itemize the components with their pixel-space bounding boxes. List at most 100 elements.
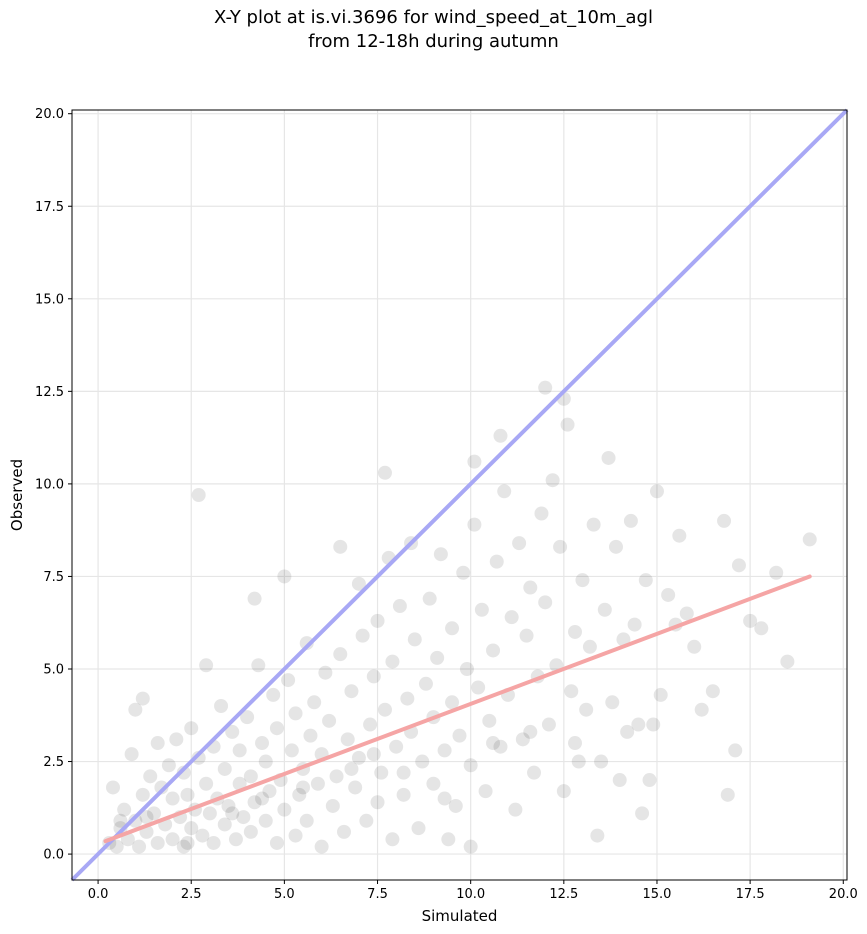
data-point (299, 636, 314, 651)
data-points (102, 380, 817, 854)
data-point (437, 743, 452, 758)
data-point (202, 806, 217, 821)
data-point (124, 747, 139, 762)
y-tick-label: 2.5 (43, 755, 64, 770)
data-point (705, 684, 720, 699)
data-point (303, 728, 318, 743)
data-point (463, 758, 478, 773)
data-point (586, 517, 601, 532)
data-point (523, 724, 538, 739)
x-tick-label: 7.5 (367, 887, 388, 902)
data-point (579, 702, 594, 717)
data-point (333, 539, 348, 554)
data-point (176, 839, 191, 854)
data-point (731, 558, 746, 573)
data-point (445, 621, 460, 636)
data-point (243, 824, 258, 839)
data-point (672, 528, 687, 543)
data-point (497, 484, 512, 499)
data-point (553, 539, 568, 554)
data-point (482, 713, 497, 728)
data-point (243, 769, 258, 784)
data-point (411, 821, 426, 836)
y-tick-label: 12.5 (35, 385, 64, 400)
x-tick-label: 20.0 (829, 887, 858, 902)
chart-title-line-2: from 12-18h during autumn (308, 31, 559, 52)
data-point (228, 832, 243, 847)
data-point (538, 380, 553, 395)
data-point (262, 784, 277, 799)
data-point (568, 624, 583, 639)
data-point (720, 787, 735, 802)
data-point (269, 721, 284, 736)
data-point (560, 417, 575, 432)
data-point (139, 810, 154, 825)
data-point (269, 835, 284, 850)
data-point (370, 795, 385, 810)
data-point (150, 736, 165, 751)
data-point (590, 828, 605, 843)
data-point (515, 732, 530, 747)
data-point (486, 643, 501, 658)
reference-lines (70, 108, 849, 882)
y-tick-label: 5.0 (43, 662, 64, 677)
data-point (523, 580, 538, 595)
data-point (571, 754, 586, 769)
data-point (363, 717, 378, 732)
x-axis: 0.0 2.5 5.0 7.5 10.0 12.5 15.0 17.5 20.0 (88, 880, 858, 902)
chart-title: X-Y plot at is.vi.3696 for wind_speed_at… (0, 6, 867, 54)
data-point (184, 721, 199, 736)
data-point (467, 454, 482, 469)
data-point (717, 513, 732, 528)
grid (72, 110, 847, 880)
data-point (318, 665, 333, 680)
data-point (180, 835, 195, 850)
data-point (504, 610, 519, 625)
data-point (325, 798, 340, 813)
data-point (113, 821, 128, 836)
data-point (377, 465, 392, 480)
data-point (780, 654, 795, 669)
data-point (635, 806, 650, 821)
data-point (165, 791, 180, 806)
data-point (385, 832, 400, 847)
data-point (105, 780, 120, 795)
data-point (176, 765, 191, 780)
y-tick-label: 15.0 (35, 292, 64, 307)
data-point (284, 743, 299, 758)
data-point (415, 754, 430, 769)
x-tick-label: 10.0 (456, 887, 485, 902)
data-point (292, 787, 307, 802)
data-point (117, 802, 132, 817)
data-point (217, 817, 232, 832)
data-point (769, 565, 784, 580)
data-point (627, 617, 642, 632)
x-tick-label: 12.5 (549, 887, 578, 902)
data-point (199, 658, 214, 673)
data-point (545, 473, 560, 488)
data-point (564, 684, 579, 699)
identity-line (70, 108, 849, 882)
data-point (400, 691, 415, 706)
data-point (541, 717, 556, 732)
data-point (649, 484, 664, 499)
data-point (255, 736, 270, 751)
y-tick-label: 20.0 (35, 107, 64, 122)
data-point (154, 780, 169, 795)
data-point (307, 695, 322, 710)
data-point (214, 699, 229, 714)
data-point (448, 798, 463, 813)
data-point (277, 802, 292, 817)
data-point (430, 650, 445, 665)
data-point (281, 673, 296, 688)
chart-title-line-1: X-Y plot at is.vi.3696 for wind_speed_at… (214, 7, 653, 28)
data-point (653, 687, 668, 702)
data-point (299, 813, 314, 828)
data-point (486, 736, 501, 751)
data-point (743, 613, 758, 628)
data-point (336, 824, 351, 839)
y-axis: 0.0 2.5 5.0 7.5 10.0 12.5 15.0 17.5 20.0 (35, 107, 72, 863)
data-point (232, 776, 247, 791)
data-point (247, 795, 262, 810)
